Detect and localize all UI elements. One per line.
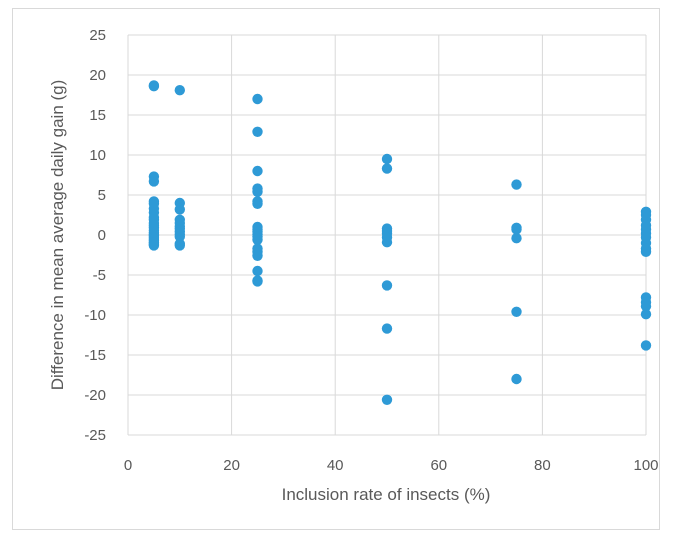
x-tick-label: 20: [223, 457, 240, 474]
scatter-point: [511, 306, 522, 317]
y-tick-label: -20: [84, 387, 106, 404]
scatter-point: [174, 240, 185, 251]
scatter-point: [252, 250, 263, 261]
scatter-point: [381, 163, 393, 174]
scatter-point: [252, 126, 263, 137]
chart-frame: [12, 8, 660, 530]
x-axis-ticks: 0 20 40 60 80 100: [124, 457, 659, 474]
scatter-point: [148, 176, 160, 187]
y-tick-label: 5: [98, 187, 106, 204]
scatter-point: [252, 93, 263, 105]
scatter-point: [148, 240, 160, 251]
y-tick-label: 20: [89, 67, 106, 84]
scatter-point: [252, 265, 263, 277]
scatter-point: [640, 309, 652, 320]
x-tick-label: 80: [534, 457, 551, 474]
scatter-point: [252, 198, 263, 209]
y-tick-label: 15: [89, 107, 106, 124]
x-tick-label: 0: [124, 457, 132, 474]
scatter-point: [381, 237, 393, 248]
y-axis-title: Difference in mean average daily gain (g…: [48, 80, 67, 391]
x-tick-label: 60: [430, 457, 447, 474]
scatter-point: [511, 179, 522, 190]
y-tick-label: -5: [93, 267, 106, 284]
scatter-point: [381, 394, 393, 405]
scatter-point: [381, 280, 393, 291]
scatter-point: [511, 233, 522, 244]
scatter-point: [511, 373, 522, 385]
y-tick-label: -25: [84, 427, 106, 444]
y-tick-label: 10: [89, 147, 106, 164]
x-tick-label: 100: [633, 457, 658, 474]
gridlines: [127, 34, 647, 436]
scatter-point: [252, 234, 263, 245]
scatter-point: [511, 224, 522, 235]
y-tick-label: 25: [89, 27, 106, 44]
y-axis-ticks: -25 -20 -15 -10 -5 0 5 10 15 20 25: [84, 27, 106, 444]
x-axis-title: Inclusion rate of insects (%): [282, 485, 491, 504]
scatter-point: [381, 153, 393, 165]
scatter-point: [640, 246, 652, 257]
y-tick-label: 0: [98, 227, 106, 244]
scatter-point: [381, 323, 393, 334]
scatter-point: [174, 204, 185, 215]
scatter-point: [640, 340, 652, 351]
scatter-point: [174, 85, 185, 96]
scatter-point: [252, 186, 263, 197]
scatter-point: [252, 276, 263, 287]
scatter-point: [174, 231, 185, 242]
y-tick-label: -15: [84, 347, 106, 364]
scatter-point: [148, 81, 160, 92]
scatter-point: [640, 301, 652, 312]
scatter-point: [252, 165, 263, 177]
data-points: [148, 80, 652, 405]
x-tick-label: 40: [327, 457, 344, 474]
y-tick-label: -10: [84, 307, 106, 324]
